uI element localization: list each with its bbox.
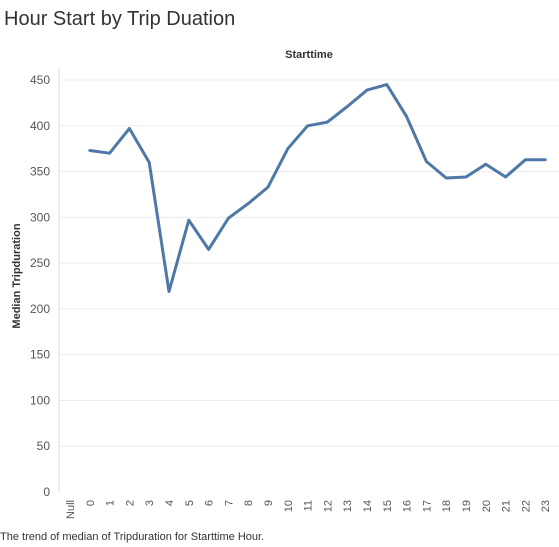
x-tick-labels: Null 0 1 2 3 4 5 6 7 8 9 10 11 12 13 14 15 16 17 18 19 20 21 22… (65, 500, 552, 519)
x-tick-label: 12 (322, 500, 334, 512)
y-tick-label: 200 (30, 302, 50, 316)
x-tick-label: 4 (164, 500, 176, 506)
x-tick-label: 10 (283, 500, 295, 512)
y-tick-label: 150 (30, 348, 50, 362)
x-tick-label: 23 (540, 500, 552, 512)
x-tick-label: 1 (105, 500, 117, 506)
x-axis-label: Starttime (285, 49, 333, 61)
y-tick-label: 450 (30, 73, 50, 87)
x-tick-label: 16 (402, 500, 414, 512)
x-tick-label: 6 (204, 500, 216, 506)
y-tick-label: 350 (30, 165, 50, 179)
x-tick-label: 8 (243, 500, 255, 506)
x-tick-label: 15 (382, 500, 394, 512)
x-tick-label: 11 (303, 500, 315, 511)
chart-title: Hour Start by Trip Duation (4, 8, 236, 30)
x-tick-label: Null (65, 500, 77, 519)
y-tick-label: 50 (37, 439, 51, 453)
x-tick-label: 9 (263, 500, 275, 506)
x-tick-label: 5 (184, 500, 196, 506)
y-tick-label: 100 (30, 393, 50, 407)
y-tick-label: 300 (30, 210, 50, 224)
x-tick-label: 18 (441, 500, 453, 512)
chart-caption: The trend of median of Tripduration for … (0, 531, 265, 543)
y-tick-labels: 0 50 100 150 200 250 300 350 400 450 (30, 73, 50, 499)
x-tick-label: 3 (144, 500, 156, 506)
x-tick-label: 20 (481, 500, 493, 512)
x-tick-label: 7 (223, 500, 235, 506)
y-axis-label: Median Tripduration (11, 223, 23, 328)
y-tick-label: 400 (30, 119, 50, 133)
x-tick-label: 17 (421, 500, 433, 512)
x-tick-label: 14 (362, 500, 374, 512)
x-tick-label: 13 (342, 500, 354, 512)
y-tick-label: 0 (43, 485, 50, 499)
x-tick-label: 21 (501, 500, 513, 512)
y-tick-label: 250 (30, 256, 50, 270)
x-tick-label: 22 (520, 500, 532, 512)
x-tick-label: 19 (461, 500, 473, 512)
x-tick-label: 2 (124, 500, 136, 506)
x-tick-label: 0 (85, 500, 97, 506)
series-line (88, 83, 547, 293)
